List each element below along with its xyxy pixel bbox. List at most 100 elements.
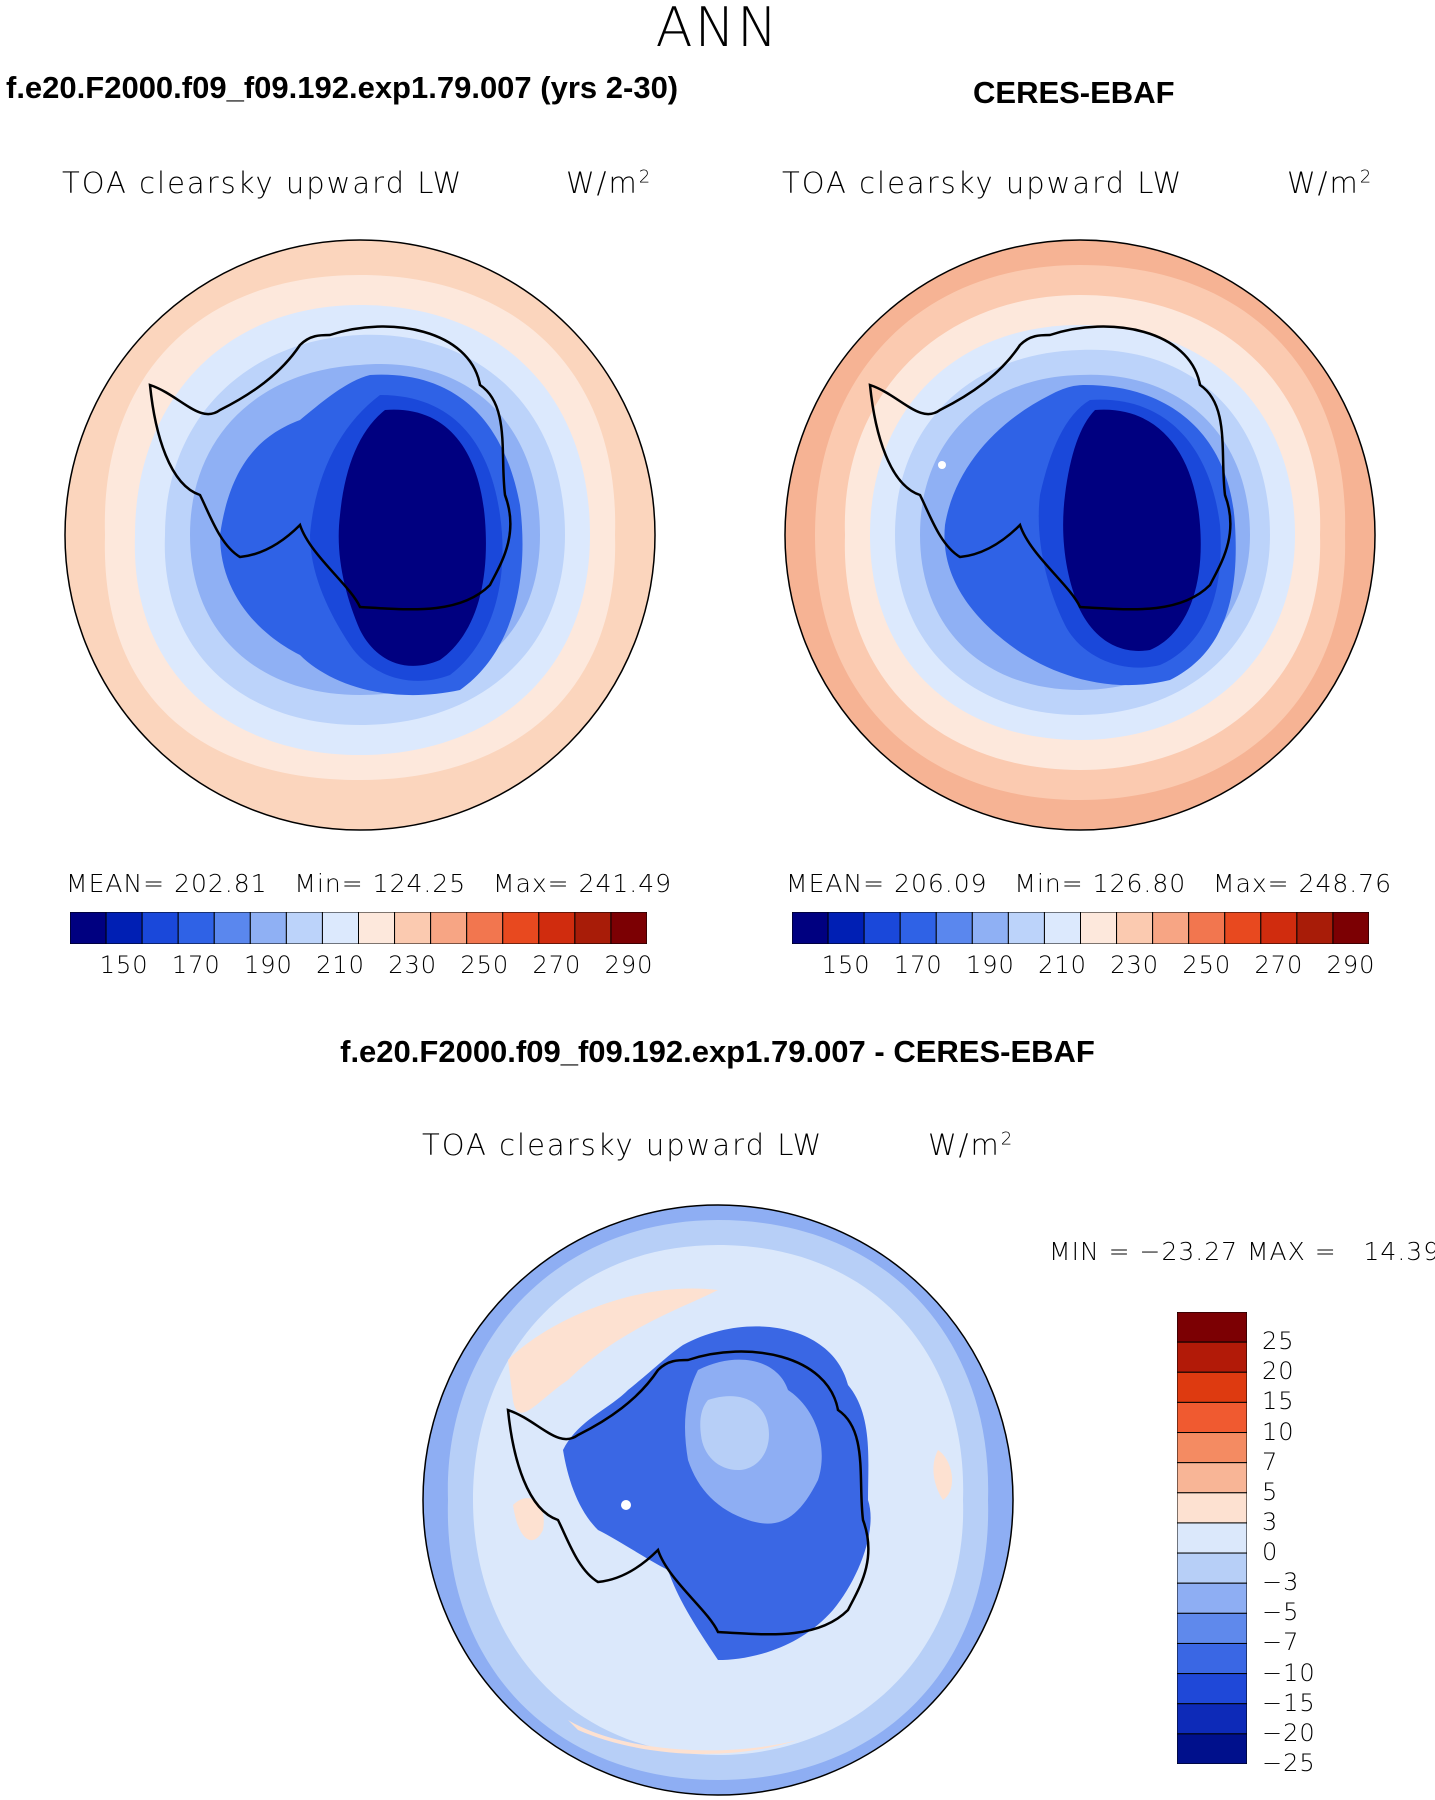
colorbar-swatch	[1177, 1462, 1247, 1494]
colorbar-swatch	[1188, 912, 1226, 944]
diff-colorbar-labels: 25 20 15 10 7 5 3 0 −3 −5 −7 −10 −15 −20 −25	[1262, 1312, 1362, 1777]
diff-map-border	[422, 1204, 1014, 1796]
obs-polar-map	[784, 239, 1376, 831]
colorbar-swatch	[141, 912, 179, 944]
colorbar-swatch	[1177, 1642, 1247, 1675]
colorbar-tick-label: 150	[821, 951, 871, 979]
colorbar-tick-label: 5	[1262, 1477, 1279, 1506]
colorbar-tick-label: 15	[1262, 1387, 1295, 1416]
colorbar-tick-label: −20	[1262, 1718, 1316, 1747]
colorbar-swatch	[466, 912, 504, 944]
model-max-value: 241.49	[578, 869, 673, 898]
colorbar-swatch	[1177, 1612, 1247, 1644]
colorbar-tick-label: 190	[243, 951, 293, 979]
colorbar-swatch	[1043, 912, 1081, 944]
model-colorbar-labels: 150 170 190 210 230 250 270 290	[70, 951, 653, 981]
model-units-exp: 2	[638, 166, 653, 188]
colorbar-swatch	[1177, 1341, 1247, 1373]
colorbar-tick-label: 270	[1254, 951, 1304, 979]
obs-units-exp: 2	[1359, 166, 1374, 188]
model-mean-value: 202.81	[174, 869, 268, 898]
colorbar-swatch	[899, 912, 937, 944]
season-title: ANN	[655, 0, 780, 59]
colorbar-tick-label: −5	[1262, 1598, 1300, 1627]
colorbar-swatch	[70, 912, 107, 944]
colorbar-swatch	[792, 912, 829, 944]
obs-case-title: CERES-EBAF	[973, 75, 1175, 110]
colorbar-swatch	[1177, 1552, 1247, 1584]
obs-mean-value: 206.09	[894, 869, 988, 898]
colorbar-swatch	[358, 912, 396, 944]
colorbar-swatch	[610, 912, 647, 944]
colorbar-tick-label: 170	[893, 951, 943, 979]
colorbar-tick-label: −7	[1262, 1628, 1300, 1657]
diff-variable-title: TOA clearsky upward LW	[422, 1128, 824, 1162]
obs-colorbar-labels: 150 170 190 210 230 250 270 290	[792, 951, 1375, 981]
diff-max-value: 14.39	[1363, 1237, 1435, 1266]
model-variable-title: TOA clearsky upward LW	[62, 166, 464, 200]
model-mean-label: MEAN=	[66, 869, 166, 898]
colorbar-swatch	[1177, 1673, 1247, 1705]
colorbar-swatch	[935, 912, 973, 944]
model-polar-map	[64, 239, 656, 831]
obs-antarctic-coastline	[868, 325, 1232, 611]
colorbar-tick-label: 10	[1262, 1417, 1295, 1446]
diff-case-title: f.e20.F2000.f09_f09.192.exp1.79.007 - CE…	[340, 1034, 1095, 1069]
colorbar-tick-label: −15	[1262, 1688, 1316, 1717]
colorbar-swatch	[1224, 912, 1262, 944]
colorbar-swatch	[105, 912, 143, 944]
diff-polar-map	[422, 1204, 1014, 1796]
colorbar-tick-label: 0	[1262, 1538, 1279, 1567]
diff-units: W/m2	[928, 1128, 1014, 1162]
colorbar-swatch	[1177, 1522, 1247, 1554]
colorbar-swatch	[1177, 1312, 1247, 1343]
colorbar-swatch	[249, 912, 287, 944]
colorbar-swatch	[863, 912, 901, 944]
model-colorbar	[70, 912, 647, 944]
diff-band-minus3-interior	[700, 1396, 769, 1470]
colorbar-swatch	[502, 912, 540, 944]
model-antarctic-coastline	[148, 325, 512, 611]
colorbar-tick-label: 290	[604, 951, 654, 979]
colorbar-swatch	[1177, 1432, 1247, 1464]
colorbar-tick-label: 290	[1326, 951, 1376, 979]
model-units: W/m2	[566, 166, 652, 200]
colorbar-tick-label: 25	[1262, 1327, 1295, 1356]
colorbar-swatch	[1177, 1703, 1247, 1735]
colorbar-swatch	[574, 912, 612, 944]
obs-min-value: 126.80	[1092, 869, 1187, 898]
obs-variable-title: TOA clearsky upward LW	[782, 166, 1184, 200]
obs-max-value: 248.76	[1298, 869, 1393, 898]
colorbar-tick-label: 230	[1110, 951, 1159, 979]
diff-positive-patch-3	[513, 1498, 544, 1541]
colorbar-swatch	[1260, 912, 1298, 944]
colorbar-tick-label: 7	[1262, 1447, 1279, 1476]
colorbar-tick-label: −10	[1262, 1658, 1316, 1687]
obs-map-border	[784, 239, 1376, 831]
colorbar-swatch	[430, 912, 468, 944]
diff-stats: MIN = −23.27 MAX = 14.39	[1049, 1237, 1435, 1266]
obs-max-label: Max=	[1213, 869, 1290, 898]
diff-min-value: −23.27	[1139, 1237, 1239, 1266]
colorbar-swatch	[285, 912, 323, 944]
colorbar-swatch	[1177, 1371, 1247, 1403]
colorbar-tick-label: 20	[1262, 1357, 1295, 1386]
diff-units-exp: 2	[1000, 1128, 1015, 1150]
colorbar-tick-label: 150	[99, 951, 149, 979]
colorbar-swatch	[1116, 912, 1154, 944]
colorbar-tick-label: 190	[965, 951, 1015, 979]
colorbar-tick-label: 170	[171, 951, 221, 979]
diff-antarctic-coastline	[506, 1350, 870, 1636]
diff-units-base: W/m	[928, 1128, 1001, 1162]
colorbar-tick-label: 230	[388, 951, 437, 979]
model-min-label: Min=	[294, 869, 364, 898]
model-stats: MEAN= 202.81 Min= 124.25 Max= 241.49	[66, 869, 672, 898]
colorbar-tick-label: 3	[1262, 1507, 1279, 1536]
diff-max-label: MAX =	[1246, 1237, 1337, 1266]
colorbar-swatch	[1177, 1401, 1247, 1434]
colorbar-swatch	[1152, 912, 1190, 944]
model-case-title: f.e20.F2000.f09_f09.192.exp1.79.007 (yrs…	[6, 70, 679, 105]
obs-units-base: W/m	[1287, 166, 1360, 200]
diff-pole-point	[621, 1500, 631, 1510]
diff-colorbar	[1177, 1312, 1247, 1764]
